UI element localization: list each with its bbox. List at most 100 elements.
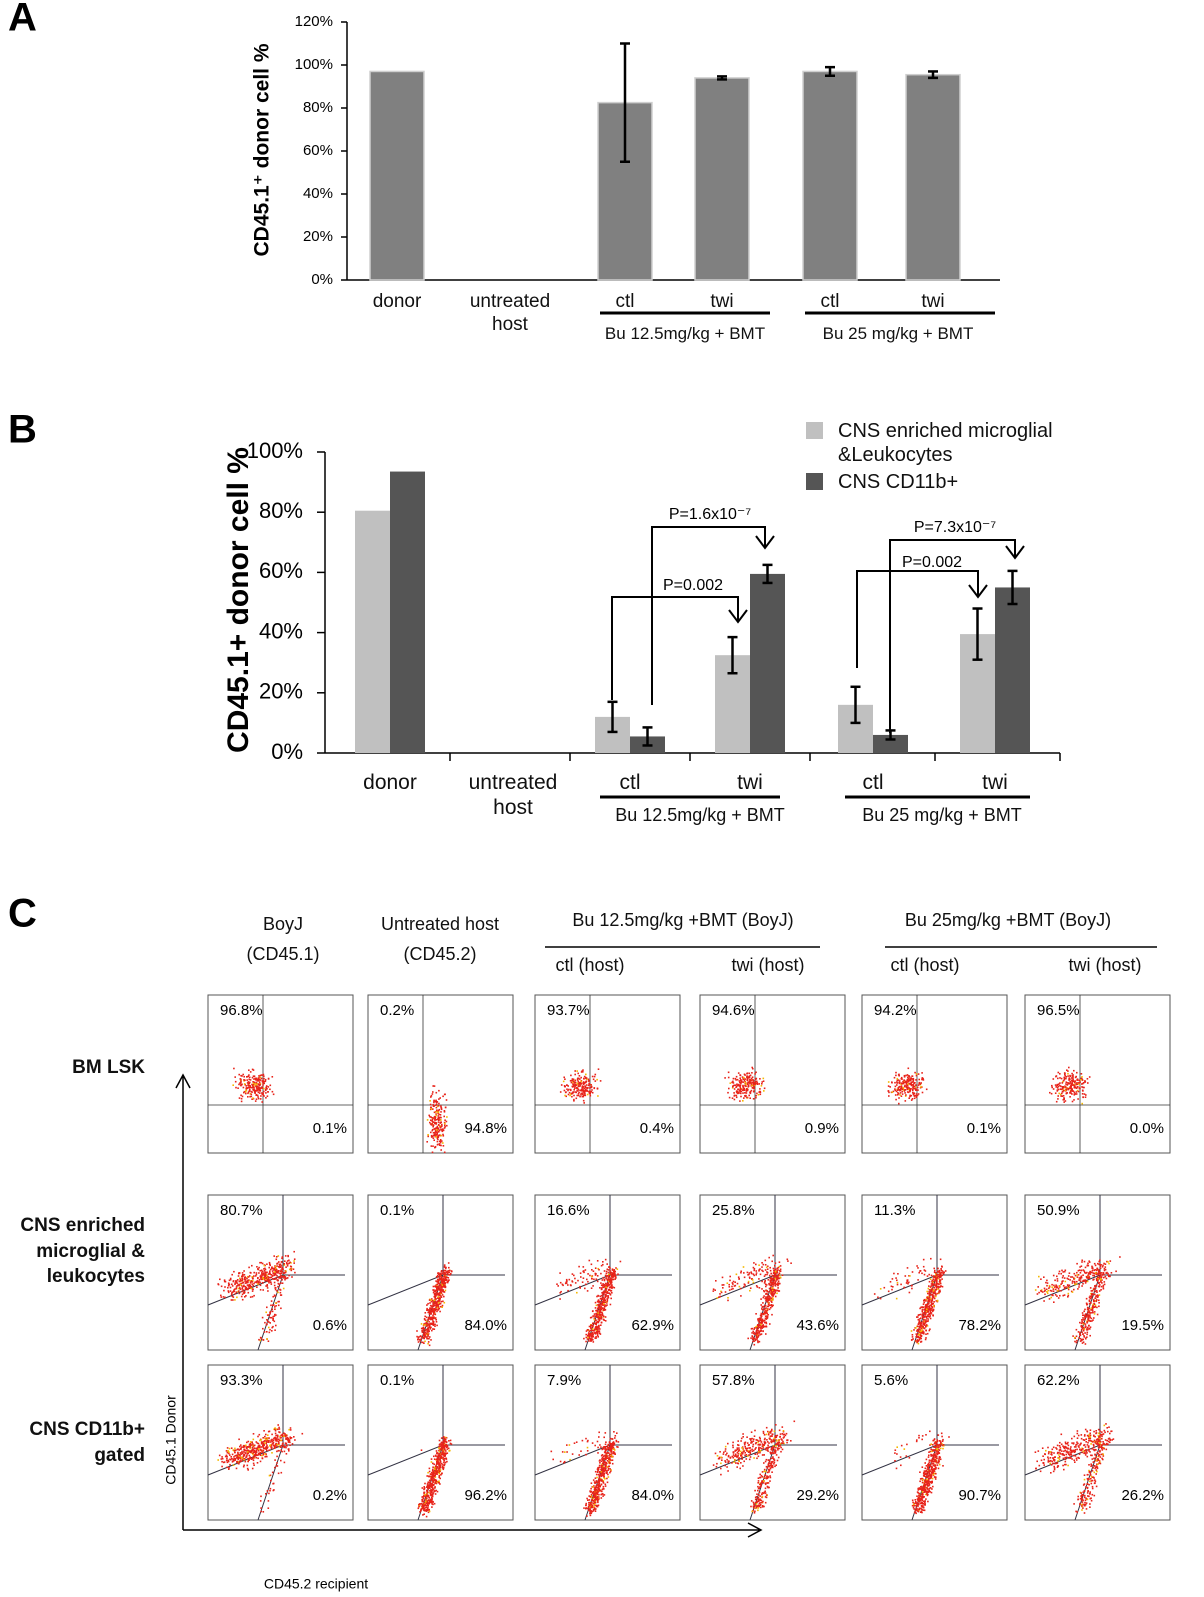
event-dot: [930, 1301, 932, 1304]
event-dot: [597, 1315, 600, 1317]
event-dot: [1081, 1261, 1083, 1263]
event-dot: [443, 1273, 445, 1276]
event-dot: [1057, 1098, 1059, 1100]
event-dot: [260, 1442, 263, 1445]
event-dot: [439, 1273, 441, 1276]
event-dot: [1068, 1066, 1070, 1069]
event-dot: [1052, 1294, 1054, 1297]
event-dot: [763, 1307, 766, 1310]
event-dot: [427, 1318, 430, 1320]
event-dot: [260, 1095, 262, 1097]
event-dot: [431, 1298, 433, 1300]
event-dot: [441, 1306, 443, 1308]
event-dot: [893, 1272, 895, 1275]
event-dot: [257, 1442, 260, 1445]
event-dot: [256, 1266, 258, 1268]
event-dot: [938, 1269, 940, 1272]
event-dot: [269, 1272, 271, 1274]
event-dot: [931, 1291, 933, 1293]
event-dot: [927, 1300, 930, 1302]
event-dot: [1078, 1079, 1080, 1082]
event-dot: [422, 1329, 425, 1332]
event-dot: [600, 1313, 602, 1316]
event-dot: [1084, 1313, 1087, 1315]
event-dot: [441, 1304, 444, 1307]
event-dot: [769, 1298, 771, 1301]
event-dot: [911, 1081, 914, 1083]
event-dot: [586, 1290, 589, 1292]
event-dot: [1085, 1316, 1087, 1318]
event-dot: [251, 1083, 253, 1086]
event-dot: [916, 1334, 918, 1337]
event-dot: [289, 1437, 292, 1440]
event-dot: [746, 1271, 749, 1274]
event-dot: [279, 1276, 282, 1278]
event-dot: [267, 1275, 269, 1278]
event-dot: [775, 1272, 778, 1274]
event-dot: [733, 1084, 735, 1087]
event-dot: [227, 1460, 230, 1463]
event-dot: [1102, 1273, 1105, 1275]
event-dot: [927, 1311, 929, 1313]
event-dot: [433, 1105, 435, 1107]
event-dot: [266, 1441, 268, 1443]
event-dot: [580, 1083, 583, 1085]
event-dot: [242, 1289, 244, 1291]
event-dot: [565, 1278, 568, 1281]
event-dot: [771, 1260, 773, 1263]
event-dot: [258, 1266, 260, 1269]
event-dot: [913, 1329, 915, 1331]
event-dot: [1084, 1266, 1087, 1269]
event-dot: [931, 1287, 934, 1290]
event-dot: [278, 1266, 280, 1268]
event-dot: [593, 1278, 595, 1281]
event-dot: [437, 1305, 440, 1308]
event-dot: [1062, 1280, 1064, 1282]
event-dot: [261, 1086, 263, 1088]
event-dot: [915, 1095, 917, 1097]
event-dot: [275, 1464, 278, 1467]
event-dot: [607, 1269, 610, 1271]
event-dot: [423, 1342, 425, 1344]
event-dot: [1091, 1266, 1094, 1269]
event-dot: [1087, 1311, 1089, 1314]
event-dot: [771, 1291, 774, 1293]
event-dot: [771, 1284, 773, 1286]
event-dot: [433, 1304, 435, 1307]
event-dot: [1080, 1265, 1083, 1267]
event-dot: [1061, 1282, 1063, 1284]
event-dot: [894, 1094, 897, 1096]
event-dot: [436, 1140, 439, 1143]
event-dot: [726, 1282, 729, 1284]
event-dot: [255, 1441, 258, 1443]
event-dot: [430, 1106, 432, 1109]
event-dot: [917, 1330, 919, 1333]
event-dot: [444, 1124, 446, 1126]
event-dot: [432, 1309, 434, 1311]
event-dot: [933, 1267, 935, 1270]
event-dot: [944, 1270, 947, 1272]
event-dot: [1066, 1277, 1069, 1280]
event-dot: [764, 1310, 766, 1312]
event-dot: [575, 1097, 578, 1100]
event-dot: [425, 1321, 428, 1324]
event-dot: [933, 1292, 936, 1294]
event-dot: [254, 1079, 257, 1081]
event-dot: [253, 1271, 255, 1274]
event-dot: [433, 1299, 435, 1302]
event-dot: [576, 1094, 578, 1097]
event-dot: [604, 1295, 607, 1298]
event-dot: [740, 1090, 742, 1093]
event-dot: [248, 1089, 251, 1091]
event-dot: [604, 1309, 607, 1311]
event-dot: [767, 1302, 770, 1304]
event-dot: [1089, 1287, 1092, 1289]
event-dot: [259, 1451, 262, 1454]
event-dot: [917, 1093, 920, 1095]
event-dot: [608, 1278, 611, 1281]
error-bar: [762, 563, 773, 585]
event-dot: [288, 1450, 290, 1452]
event-dot: [278, 1431, 280, 1433]
event-dot: [585, 1090, 587, 1092]
event-dot: [265, 1442, 267, 1445]
